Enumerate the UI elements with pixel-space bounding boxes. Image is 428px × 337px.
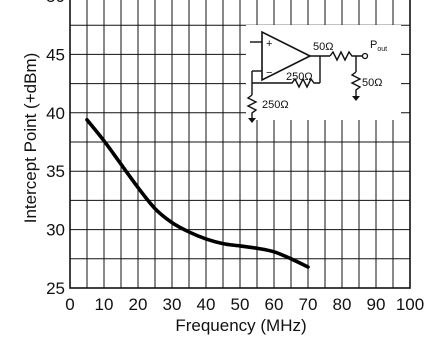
feedback-resistor [252,77,320,89]
y-tick-label: 50 [46,0,65,6]
y-tick-label: 40 [46,104,65,123]
x-tick-label: 30 [163,295,182,314]
ground-resistor-ground-icon [248,118,256,123]
x-tick-label: 20 [129,295,148,314]
x-tick-label: 70 [299,295,318,314]
x-tick-label: 10 [95,295,114,314]
y-tick-label: 45 [46,45,65,64]
output-label-main: P [370,39,377,51]
series-layer [85,118,310,269]
load-resistor-label: 50Ω [362,77,382,89]
intercept-point-curve [85,118,310,269]
y-tick-labels: 25 30 35 40 45 50 [46,0,65,298]
amplifier-schematic: + − 50Ω Pout 50Ω 250Ω 250Ω [246,25,401,123]
x-tick-label: 0 [65,295,74,314]
y-tick-label: 25 [46,279,65,298]
output-terminal [361,52,369,60]
x-tick-label: 90 [367,295,386,314]
series-resistor-label: 50Ω [313,41,333,53]
output-label: Pout [370,39,387,53]
plot-border [69,0,411,289]
x-tick-label: 50 [231,295,250,314]
load-resistor [350,71,362,96]
x-axis-title: Frequency (MHz) [175,316,306,335]
x-tick-label: 60 [265,295,284,314]
op-amp-plus-sign: + [266,38,272,50]
op-amp-symbol [261,30,312,82]
x-tick-label: 80 [333,295,352,314]
x-tick-label: 100 [396,295,424,314]
series-resistor [329,50,362,62]
x-tick-labels: 0 10 20 30 40 50 60 70 80 90 100 [65,295,424,314]
y-tick-label: 30 [46,221,65,240]
ground-resistor [246,94,258,118]
ground-resistor-label: 250Ω [262,99,289,111]
x-tick-label: 40 [197,295,216,314]
y-tick-label: 35 [46,162,65,181]
plot-frame [69,0,411,289]
feedback-resistor-label: 250Ω [286,71,313,83]
op-amp-minus-sign: − [266,67,272,79]
output-label-sub: out [377,46,387,53]
y-axis-title: Intercept Point (+dBm) [21,53,40,224]
load-ground-icon [352,96,360,101]
